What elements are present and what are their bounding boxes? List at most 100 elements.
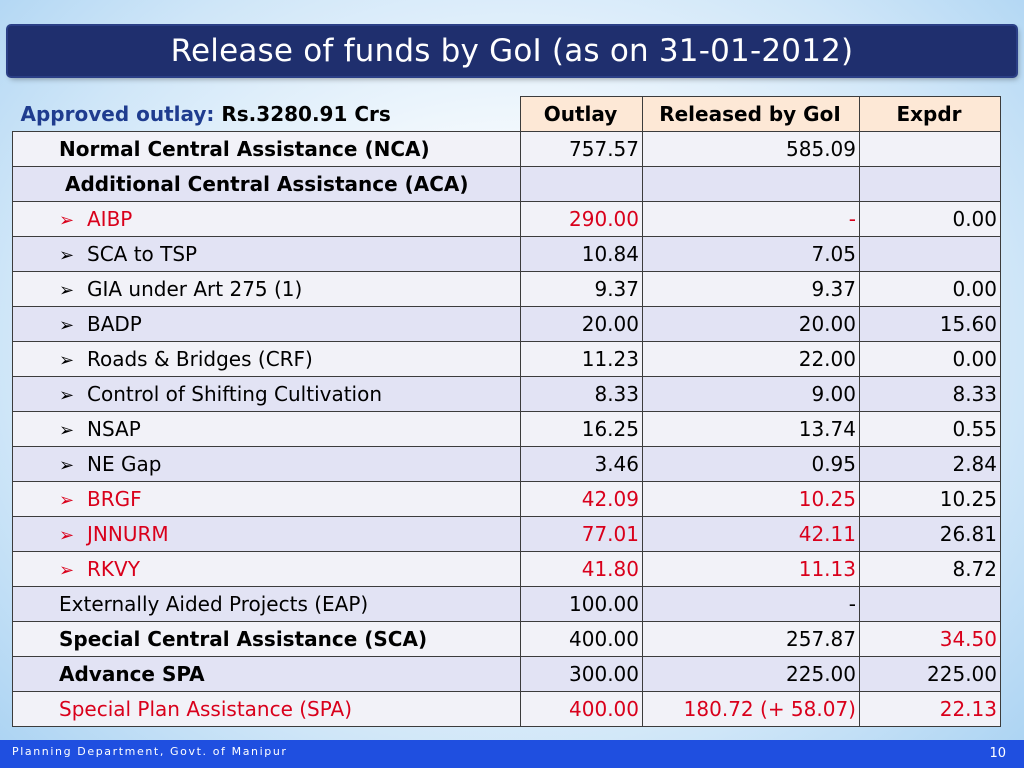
row-outlay: 400.00 (520, 691, 643, 727)
row-label: RKVY (87, 557, 140, 581)
table-row: Additional Central Assistance (ACA) (12, 166, 1001, 202)
row-label: SCA to TSP (87, 242, 198, 266)
row-label: Normal Central Assistance (NCA) (12, 131, 521, 167)
arrow-bullet-icon: ➢ (59, 245, 75, 266)
row-expdr (859, 166, 1001, 202)
row-released: - (642, 201, 860, 237)
footer-bar: Planning Department, Govt. of Manipur 10 (0, 740, 1024, 768)
table-row: ➢ AIBP 290.00 - 0.00 (12, 201, 1001, 237)
table-row: Special Plan Assistance (SPA) 400.00 180… (12, 691, 1001, 727)
row-label: Special Plan Assistance (SPA) (12, 691, 521, 727)
row-outlay: 9.37 (520, 271, 643, 307)
row-label: Externally Aided Projects (EAP) (12, 586, 521, 622)
row-expdr: 0.55 (859, 411, 1001, 447)
table-row: ➢ BRGF 42.09 10.25 10.25 (12, 481, 1001, 517)
row-label: NSAP (87, 417, 141, 441)
table-row: ➢ NSAP 16.25 13.74 0.55 (12, 411, 1001, 447)
row-outlay: 42.09 (520, 481, 643, 517)
arrow-bullet-icon: ➢ (59, 525, 75, 546)
row-label: AIBP (87, 207, 133, 231)
slide-title: Release of funds by GoI (as on 31-01-201… (170, 33, 854, 69)
row-outlay: 757.57 (520, 131, 643, 167)
row-outlay: 8.33 (520, 376, 643, 412)
row-label-cell: ➢ BRGF (12, 481, 521, 517)
row-outlay: 400.00 (520, 621, 643, 657)
row-released: 0.95 (642, 446, 860, 482)
table-row: ➢ Control of Shifting Cultivation 8.33 9.… (12, 376, 1001, 412)
row-released: 10.25 (642, 481, 860, 517)
row-outlay: 300.00 (520, 656, 643, 692)
col-header-released: Released by GoI (642, 96, 860, 132)
table-row: Advance SPA 300.00 225.00 225.00 (12, 656, 1001, 692)
row-label-cell: ➢ RKVY (12, 551, 521, 587)
row-expdr: 22.13 (859, 691, 1001, 727)
row-outlay: 11.23 (520, 341, 643, 377)
row-label: Control of Shifting Cultivation (87, 382, 383, 406)
row-label-cell: ➢ NE Gap (12, 446, 521, 482)
table-row: ➢ Roads & Bridges (CRF) 11.23 22.00 0.00 (12, 341, 1001, 377)
row-label-cell: ➢ SCA to TSP (12, 236, 521, 272)
row-label-cell: ➢ Roads & Bridges (CRF) (12, 341, 521, 377)
row-label: BRGF (87, 487, 142, 511)
row-outlay (520, 166, 643, 202)
table-row: ➢ RKVY 41.80 11.13 8.72 (12, 551, 1001, 587)
table-row: Normal Central Assistance (NCA) 757.57 5… (12, 131, 1001, 167)
row-expdr: 0.00 (859, 271, 1001, 307)
row-outlay: 10.84 (520, 236, 643, 272)
table-row: ➢ NE Gap 3.46 0.95 2.84 (12, 446, 1001, 482)
table-row: ➢ GIA under Art 275 (1) 9.37 9.37 0.00 (12, 271, 1001, 307)
table-row: ➢ BADP 20.00 20.00 15.60 (12, 306, 1001, 342)
row-label-cell: ➢ AIBP (12, 201, 521, 237)
arrow-bullet-icon: ➢ (59, 315, 75, 336)
row-label: Roads & Bridges (CRF) (87, 347, 313, 371)
row-expdr (859, 131, 1001, 167)
row-released: 11.13 (642, 551, 860, 587)
table-header-row: Approved outlay: Rs.3280.91 Crs Outlay R… (13, 96, 1001, 132)
row-expdr: 26.81 (859, 516, 1001, 552)
arrow-bullet-icon: ➢ (59, 350, 75, 371)
table-row: ➢ SCA to TSP 10.84 7.05 (12, 236, 1001, 272)
row-released: 225.00 (642, 656, 860, 692)
row-released: 22.00 (642, 341, 860, 377)
row-expdr: 2.84 (859, 446, 1001, 482)
row-released: 257.87 (642, 621, 860, 657)
table-row: ➢ JNNURM 77.01 42.11 26.81 (12, 516, 1001, 552)
col-header-expdr: Expdr (859, 96, 1001, 132)
page-number: 10 (989, 746, 1006, 761)
row-expdr: 225.00 (859, 656, 1001, 692)
arrow-bullet-icon: ➢ (59, 455, 75, 476)
row-released: 9.00 (642, 376, 860, 412)
row-label-cell: ➢ BADP (12, 306, 521, 342)
footer-org: Planning Department, Govt. of Manipur (12, 745, 288, 758)
row-outlay: 20.00 (520, 306, 643, 342)
arrow-bullet-icon: ➢ (59, 560, 75, 581)
row-outlay: 100.00 (520, 586, 643, 622)
row-label: Special Central Assistance (SCA) (12, 621, 521, 657)
table-row: Special Central Assistance (SCA) 400.00 … (12, 621, 1001, 657)
row-label-cell: ➢ NSAP (12, 411, 521, 447)
arrow-bullet-icon: ➢ (59, 385, 75, 406)
row-label: Advance SPA (12, 656, 521, 692)
row-outlay: 3.46 (520, 446, 643, 482)
row-outlay: 290.00 (520, 201, 643, 237)
row-released: 7.05 (642, 236, 860, 272)
approved-outlay-value: Rs.3280.91 Crs (221, 101, 391, 126)
row-expdr: 15.60 (859, 306, 1001, 342)
row-label-cell: ➢ Control of Shifting Cultivation (12, 376, 521, 412)
row-released: 180.72 (+ 58.07) (642, 691, 860, 727)
row-label-cell: ➢ GIA under Art 275 (1) (12, 271, 521, 307)
row-expdr (859, 586, 1001, 622)
row-expdr: 8.33 (859, 376, 1001, 412)
arrow-bullet-icon: ➢ (59, 280, 75, 301)
row-expdr: 0.00 (859, 341, 1001, 377)
row-label-cell: ➢ JNNURM (12, 516, 521, 552)
row-label: Additional Central Assistance (ACA) (12, 166, 521, 202)
row-expdr (859, 236, 1001, 272)
row-released: 9.37 (642, 271, 860, 307)
row-expdr: 8.72 (859, 551, 1001, 587)
row-released: - (642, 586, 860, 622)
row-released: 13.74 (642, 411, 860, 447)
row-outlay: 16.25 (520, 411, 643, 447)
approved-outlay-label: Approved outlay: (20, 101, 215, 126)
row-outlay: 77.01 (520, 516, 643, 552)
